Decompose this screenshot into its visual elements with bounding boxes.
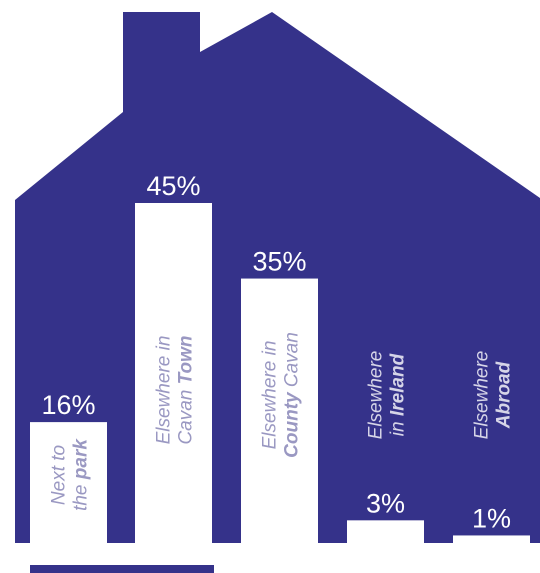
bar-2: [135, 203, 212, 543]
category-label-3-line2: County Cavan: [282, 332, 303, 458]
category-label-4-line1: Elsewhere: [366, 351, 387, 440]
bar-3: [241, 278, 318, 543]
category-label-2: Elsewhere in Cavan Town: [154, 335, 197, 444]
category-label-5-line1: Elsewhere: [472, 351, 493, 440]
category-label-3-line1: Elsewhere in: [260, 341, 281, 450]
category-label-1-line1: Next to: [49, 445, 70, 505]
value-label-2: 45%: [146, 171, 200, 201]
category-label-5-line2: Abroad: [494, 361, 515, 429]
value-label-4: 3%: [366, 488, 405, 518]
category-label-1-line2: the park: [71, 438, 92, 511]
category-label-5: Elsewhere Abroad: [472, 351, 515, 440]
bar-4: [347, 520, 424, 543]
value-label-1: 16%: [41, 390, 95, 420]
category-label-1: Next to the park: [49, 438, 92, 511]
value-label-5: 1%: [472, 503, 511, 533]
category-label-3: Elsewhere in County Cavan: [260, 332, 303, 458]
category-label-2-line2: Cavan Town: [176, 335, 197, 444]
underline-bar: [30, 565, 214, 573]
category-label-4-line2: in Ireland: [388, 353, 409, 436]
bar-1: [30, 422, 107, 543]
bar-5: [453, 535, 530, 543]
category-label-2-line1: Elsewhere in: [154, 336, 175, 445]
value-label-3: 35%: [252, 247, 306, 277]
category-label-4: Elsewhere in Ireland: [366, 351, 409, 440]
